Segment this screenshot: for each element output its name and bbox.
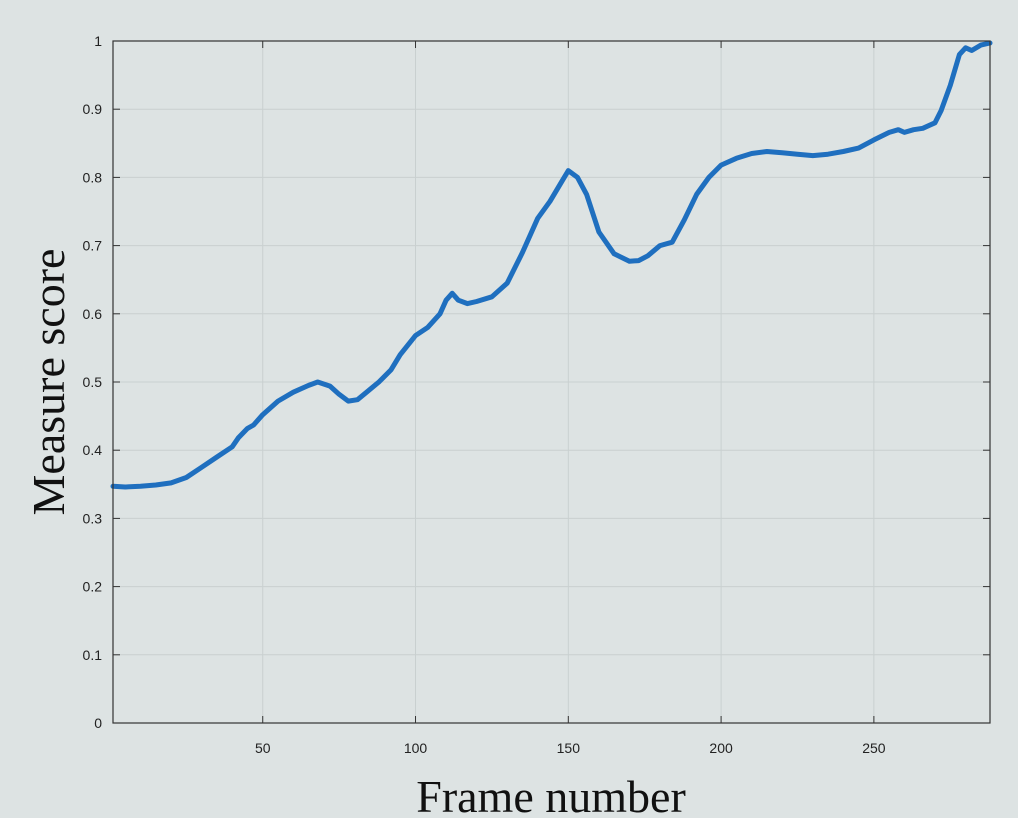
y-axis-title: Measure score	[23, 249, 74, 516]
x-tick-label: 100	[404, 740, 428, 756]
tick-labels: 50 100 150 200 250 0 0.1 0.2 0.3 0.4 0.5 0.6 0.7 0.8 0…	[83, 33, 886, 756]
y-tick-label: 0.4	[83, 442, 103, 458]
y-tick-label: 0.5	[83, 374, 103, 390]
x-axis-title: Frame number	[416, 771, 686, 818]
y-tick-label: 0.8	[83, 169, 103, 185]
y-tick-label: 0.2	[83, 579, 103, 595]
x-tick-label: 50	[255, 740, 271, 756]
y-tick-label: 0	[94, 715, 102, 731]
y-tick-label: 0.7	[83, 238, 103, 254]
y-tick-label: 0.6	[83, 306, 103, 322]
x-tick-label: 250	[862, 740, 886, 756]
series-layer	[110, 40, 993, 490]
axes	[112, 40, 991, 724]
axes-box	[112, 40, 991, 724]
y-tick-label: 0.3	[83, 510, 103, 526]
x-tick-label: 200	[709, 740, 733, 756]
y-tick-label: 1	[94, 33, 102, 49]
y-tick-label: 0.1	[83, 647, 103, 663]
x-tick-label: 150	[557, 740, 581, 756]
grid-lines	[113, 41, 990, 723]
y-tick-label: 0.9	[83, 101, 103, 117]
series-line	[110, 40, 993, 490]
